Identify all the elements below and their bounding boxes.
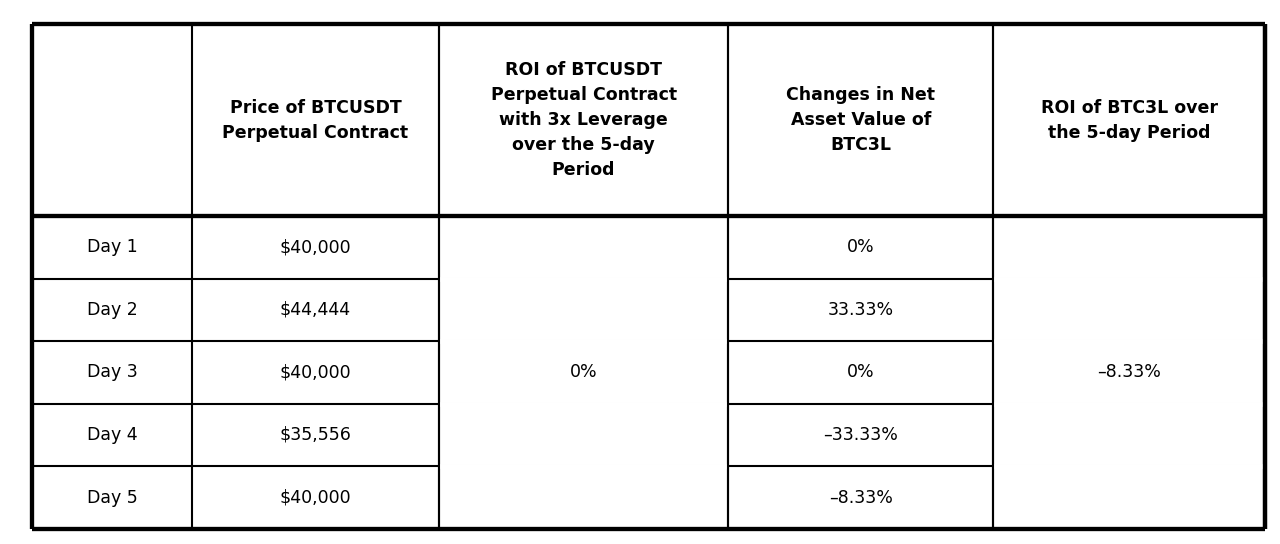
- Text: $40,000: $40,000: [280, 489, 351, 506]
- Text: –8.33%: –8.33%: [829, 489, 893, 506]
- Text: $40,000: $40,000: [280, 363, 351, 381]
- Text: –33.33%: –33.33%: [823, 426, 899, 444]
- Text: Day 3: Day 3: [87, 363, 137, 381]
- Text: Changes in Net
Asset Value of
BTC3L: Changes in Net Asset Value of BTC3L: [786, 86, 936, 154]
- Text: $44,444: $44,444: [280, 301, 351, 319]
- Text: $40,000: $40,000: [280, 238, 351, 256]
- Text: 0%: 0%: [847, 238, 874, 256]
- Text: –8.33%: –8.33%: [1097, 363, 1161, 381]
- Text: ROI of BTCUSDT
Perpetual Contract
with 3x Leverage
over the 5-day
Period: ROI of BTCUSDT Perpetual Contract with 3…: [490, 61, 677, 180]
- Text: Day 4: Day 4: [87, 426, 137, 444]
- Text: Day 2: Day 2: [87, 301, 137, 319]
- Text: 0%: 0%: [847, 363, 874, 381]
- Text: 0%: 0%: [570, 363, 598, 381]
- Text: Day 1: Day 1: [87, 238, 137, 256]
- Text: ROI of BTC3L over
the 5-day Period: ROI of BTC3L over the 5-day Period: [1041, 99, 1217, 142]
- Text: $35,556: $35,556: [279, 426, 352, 444]
- Text: Price of BTCUSDT
Perpetual Contract: Price of BTCUSDT Perpetual Contract: [223, 99, 408, 142]
- Text: 33.33%: 33.33%: [828, 301, 893, 319]
- Text: Day 5: Day 5: [87, 489, 137, 506]
